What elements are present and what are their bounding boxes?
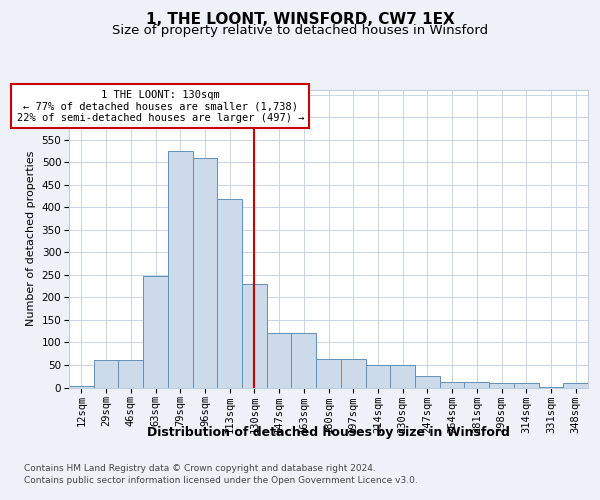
Text: Size of property relative to detached houses in Winsford: Size of property relative to detached ho… — [112, 24, 488, 37]
Bar — [563, 383, 588, 388]
Bar — [489, 383, 514, 388]
Bar — [440, 382, 464, 388]
Y-axis label: Number of detached properties: Number of detached properties — [26, 151, 36, 326]
Bar — [217, 199, 242, 388]
Text: Distribution of detached houses by size in Winsford: Distribution of detached houses by size … — [148, 426, 510, 439]
Bar — [514, 383, 539, 388]
Bar — [365, 365, 390, 388]
Bar — [267, 334, 292, 388]
Bar — [69, 386, 94, 388]
Bar — [539, 386, 563, 388]
Bar — [464, 382, 489, 388]
Bar — [292, 334, 316, 388]
Text: 1, THE LOONT, WINSFORD, CW7 1EX: 1, THE LOONT, WINSFORD, CW7 1EX — [146, 12, 454, 28]
Bar — [118, 360, 143, 388]
Text: Contains HM Land Registry data © Crown copyright and database right 2024.: Contains HM Land Registry data © Crown c… — [24, 464, 376, 473]
Text: Contains public sector information licensed under the Open Government Licence v3: Contains public sector information licen… — [24, 476, 418, 485]
Bar — [143, 276, 168, 388]
Bar — [193, 158, 217, 388]
Bar — [316, 359, 341, 388]
Bar — [242, 284, 267, 388]
Bar — [94, 360, 118, 388]
Bar — [168, 151, 193, 388]
Bar — [341, 359, 365, 388]
Bar — [390, 365, 415, 388]
Text: 1 THE LOONT: 130sqm
← 77% of detached houses are smaller (1,738)
22% of semi-det: 1 THE LOONT: 130sqm ← 77% of detached ho… — [17, 90, 304, 123]
Bar — [415, 376, 440, 388]
